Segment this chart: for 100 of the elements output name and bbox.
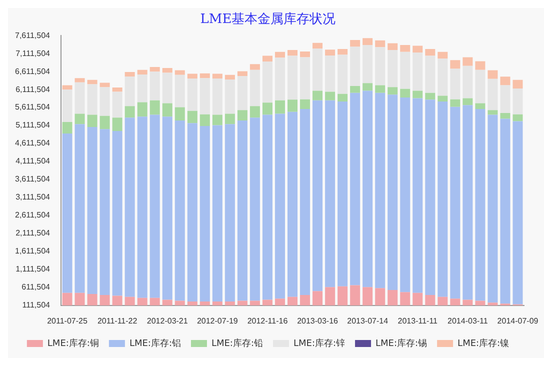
bar — [425, 92, 436, 100]
bar — [237, 76, 248, 110]
x-tick-label: 2013-11-11 — [398, 316, 438, 326]
bar — [124, 76, 135, 106]
y-tick-label: 611,504 — [22, 282, 51, 292]
bar — [300, 99, 310, 110]
bar — [274, 58, 285, 100]
bar — [237, 110, 248, 121]
legend-label: LME:库存:锌 — [294, 338, 346, 349]
bar — [462, 66, 473, 98]
legend-label: LME:库存:镍 — [458, 338, 510, 349]
bar — [162, 103, 172, 117]
bar — [200, 78, 210, 114]
bar — [475, 103, 486, 110]
bar — [62, 90, 72, 122]
bar — [100, 82, 110, 88]
bar — [425, 56, 436, 93]
y-tick-label: 2,611,504 — [14, 210, 51, 220]
bar — [338, 54, 348, 94]
bar — [250, 70, 260, 106]
bar — [475, 70, 486, 104]
bar — [512, 80, 523, 89]
bar — [74, 82, 85, 114]
bar — [200, 114, 210, 126]
y-tick-label: 3,611,504 — [14, 174, 51, 184]
legend-label: LME:库存:铅 — [211, 338, 263, 349]
bar — [87, 84, 98, 115]
bar — [262, 102, 272, 115]
bar — [500, 85, 510, 113]
bar — [62, 122, 72, 134]
bar — [362, 83, 373, 91]
bar — [274, 100, 285, 114]
bar — [174, 70, 185, 75]
bar — [262, 56, 272, 62]
x-tick-label: 2014-03-11 — [448, 316, 488, 326]
bar — [150, 100, 160, 115]
bar — [300, 51, 310, 58]
bar — [475, 61, 486, 70]
bar — [162, 68, 172, 73]
bar — [512, 114, 523, 122]
bar — [187, 110, 198, 124]
bar — [87, 114, 98, 128]
bar — [74, 114, 85, 124]
x-tick-label: 2012-03-21 — [146, 316, 188, 326]
bar — [224, 80, 235, 114]
bar — [112, 92, 122, 118]
bar — [388, 43, 398, 50]
bar — [124, 72, 135, 77]
x-tick-label: 2011-11-22 — [97, 316, 138, 326]
bar — [262, 62, 272, 103]
bar — [187, 74, 198, 78]
y-tick-label: 6,111,504 — [16, 84, 51, 94]
bar — [450, 68, 460, 100]
bar — [350, 86, 360, 93]
bar — [438, 96, 448, 102]
y-tick-label: 1,611,504 — [14, 246, 51, 256]
bar — [137, 74, 148, 102]
bar — [500, 118, 510, 304]
y-tick-label: 1,111,504 — [16, 264, 51, 274]
bar — [450, 60, 460, 69]
bar — [62, 85, 72, 90]
bar — [488, 110, 498, 115]
bar — [274, 52, 285, 58]
x-tick-label: 2012-11-16 — [247, 316, 288, 326]
bar — [425, 48, 436, 56]
bar — [150, 66, 160, 72]
bar — [450, 99, 460, 107]
bar — [200, 73, 210, 78]
bar — [174, 74, 185, 108]
bar — [362, 45, 373, 84]
bar — [212, 114, 222, 126]
bar — [400, 88, 410, 98]
bar — [312, 90, 323, 100]
y-tick-label: 2,111,504 — [16, 228, 51, 238]
bar — [74, 78, 85, 82]
bar — [112, 118, 122, 131]
bar — [325, 92, 336, 100]
bar — [338, 94, 348, 102]
bar — [187, 78, 198, 111]
legend-label: LME:库存:锡 — [376, 338, 428, 349]
bar — [500, 76, 510, 86]
x-tick-label: 2013-07-14 — [347, 316, 389, 326]
legend-label: LME:库存:铝 — [129, 338, 181, 349]
bar — [287, 50, 298, 56]
y-tick-label: 4,611,504 — [14, 138, 51, 148]
bar — [250, 64, 260, 70]
x-tick-label: 2011-07-25 — [47, 316, 88, 326]
bar — [287, 100, 298, 112]
bar — [237, 71, 248, 76]
y-tick-label: 4,111,504 — [16, 156, 51, 166]
bar — [500, 112, 510, 119]
legend-label: LME:库存:铜 — [47, 338, 99, 349]
bar — [438, 58, 448, 96]
bar — [462, 98, 473, 106]
bar — [325, 50, 336, 56]
bar — [350, 40, 360, 47]
bar — [388, 50, 398, 88]
bar — [488, 78, 498, 110]
bar — [212, 74, 222, 78]
y-tick-label: 5,611,504 — [14, 102, 51, 112]
